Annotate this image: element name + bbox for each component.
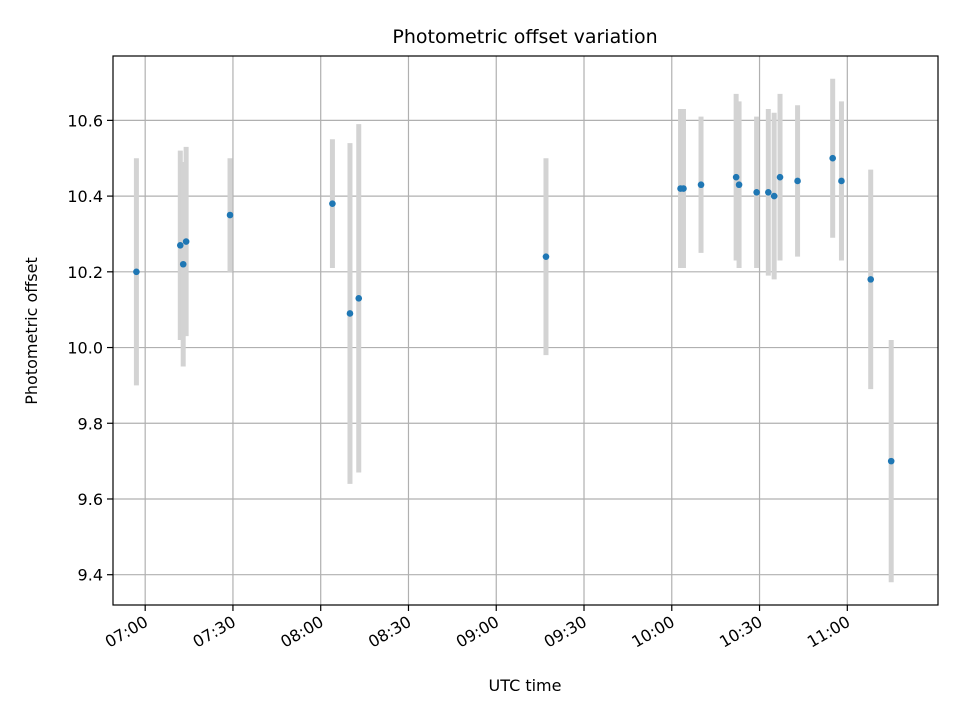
data-point (542, 253, 550, 260)
data-point (176, 242, 184, 249)
data-point (179, 260, 187, 268)
data-point (329, 200, 336, 207)
y-tick-label: 9.6 (78, 490, 103, 509)
data-points (133, 154, 895, 465)
data-point (226, 211, 234, 219)
chart-title: Photometric offset variation (392, 26, 657, 48)
data-point (697, 181, 705, 189)
data-point (355, 295, 363, 302)
y-tick-label: 10.4 (67, 187, 103, 206)
data-point (680, 185, 687, 192)
y-tick-label: 9.8 (78, 414, 103, 433)
data-point (732, 173, 740, 181)
data-point (753, 189, 760, 196)
data-point (346, 310, 354, 317)
y-tick-label: 10.0 (67, 339, 103, 358)
data-point (182, 238, 190, 245)
data-point (776, 173, 784, 181)
data-point (838, 177, 845, 185)
y-tick-label: 10.2 (67, 263, 103, 282)
data-point (794, 177, 801, 185)
y-tick-label: 10.6 (67, 111, 103, 130)
data-point (867, 276, 875, 283)
x-axis-title: UTC time (489, 676, 562, 695)
plot-area-frame (112, 55, 939, 606)
data-point (887, 457, 895, 465)
y-tick-label: 9.4 (78, 566, 103, 585)
y-axis-title: Photometric offset (22, 257, 41, 405)
grid-lines (113, 56, 938, 605)
data-point (765, 189, 772, 196)
data-point (133, 268, 140, 276)
data-point (829, 154, 836, 162)
data-point (735, 181, 743, 189)
data-point (770, 192, 778, 200)
